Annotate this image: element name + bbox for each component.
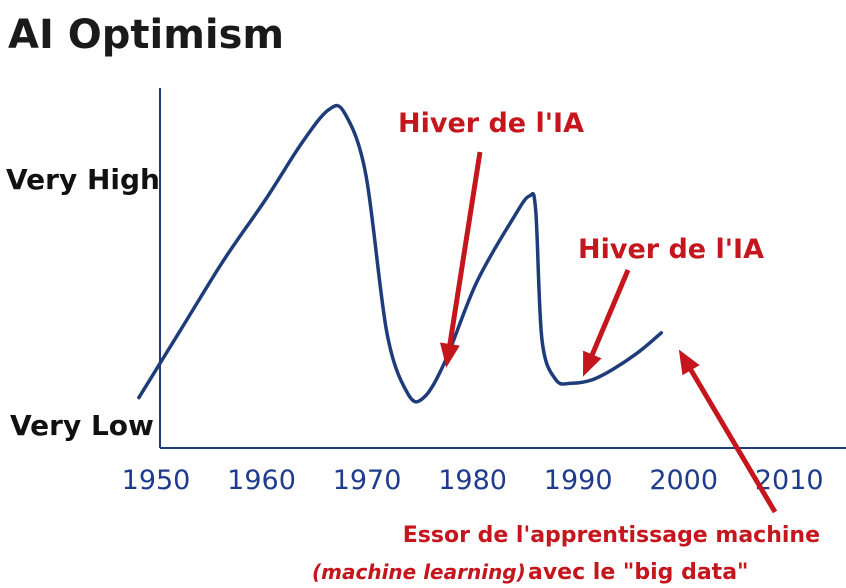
x-tick-labels: 1950 1960 1970 1980 1990 2000 2010	[122, 465, 824, 496]
optimism-series-line	[137, 103, 664, 404]
y-tick-label-low: Very Low	[10, 409, 154, 442]
annotation-arrow-1	[446, 151, 483, 351]
x-tick-label-1950: 1950	[122, 465, 191, 496]
annotation-label-ml-boom-italic: (machine learning)	[312, 560, 526, 584]
x-tick-label-1970: 1970	[333, 465, 402, 496]
x-tick-label-2000: 2000	[649, 465, 718, 496]
annotation-arrow-2	[587, 269, 631, 361]
x-tick-label-1980: 1980	[438, 465, 507, 496]
chart-title: AI Optimism	[8, 12, 284, 58]
annotation-arrow-3	[685, 363, 778, 514]
x-tick-label-1960: 1960	[227, 465, 296, 496]
annotation-ml-boom: Essor de l'apprentissage machine (machin…	[312, 349, 820, 585]
annotation-ai-winter-2: Hiver de l'IA	[578, 234, 764, 377]
annotation-label-ai-winter-1: Hiver de l'IA	[398, 108, 584, 139]
annotation-label-ai-winter-2: Hiver de l'IA	[578, 234, 764, 265]
annotation-arrowhead-1	[440, 342, 460, 368]
annotation-label-ml-boom-line2: avec le "big data"	[528, 560, 749, 585]
x-tick-label-1990: 1990	[544, 465, 613, 496]
annotation-label-ml-boom-line1: Essor de l'apprentissage machine	[403, 523, 820, 548]
annotation-ai-winter-1: Hiver de l'IA	[398, 108, 584, 368]
annotation-arrowhead-2	[582, 350, 602, 377]
y-tick-label-high: Very High	[6, 163, 160, 196]
x-tick-label-2010: 2010	[755, 465, 824, 496]
annotation-arrowhead-3	[678, 349, 700, 376]
